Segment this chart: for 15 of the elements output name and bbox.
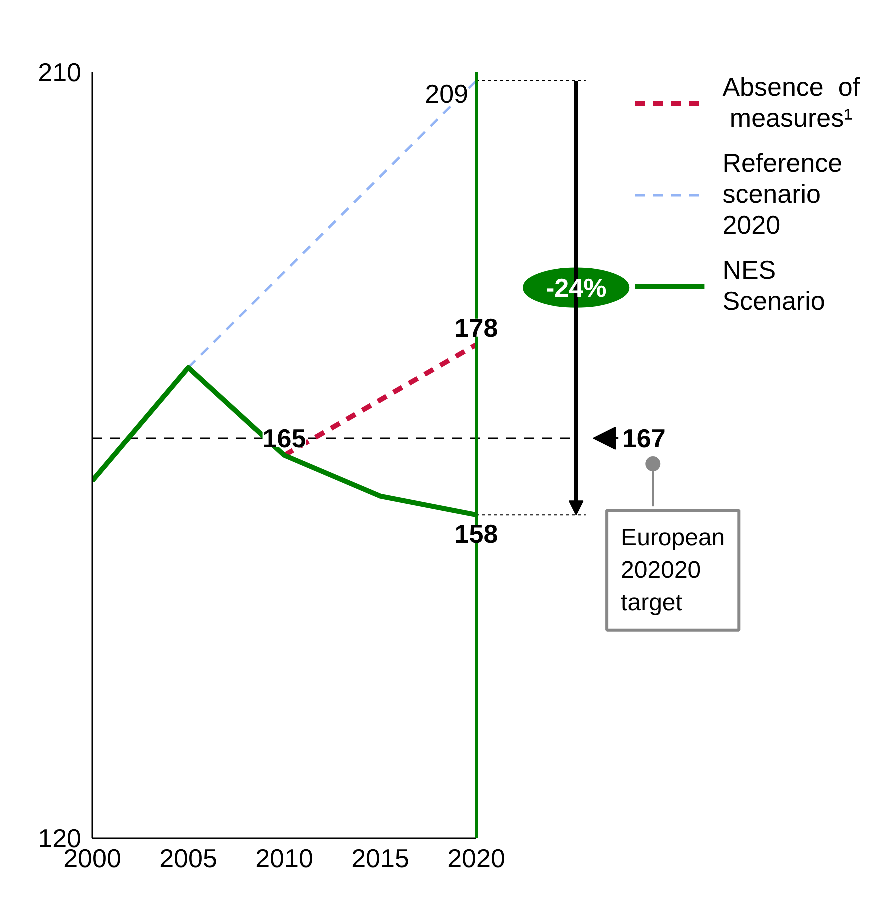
data-label: 165	[262, 424, 306, 454]
y-tick-label: 210	[38, 58, 82, 88]
legend-label: Reference scenario 2020	[722, 148, 843, 241]
x-tick-label: 2005	[160, 844, 218, 874]
data-label: 178	[454, 312, 498, 343]
legend-label: Absence of measures¹	[722, 72, 860, 134]
x-tick-label: 2010	[256, 844, 314, 874]
x-tick-label: 2020	[448, 844, 506, 874]
text: European 202020 target	[621, 524, 726, 616]
data-label: 209	[425, 79, 469, 110]
text: -24%	[546, 272, 607, 303]
data-label: 158	[454, 519, 498, 550]
legend-label: NES Scenario	[722, 255, 826, 317]
ref-line-label: 167	[622, 423, 666, 454]
x-tick-label: 2015	[352, 844, 410, 874]
